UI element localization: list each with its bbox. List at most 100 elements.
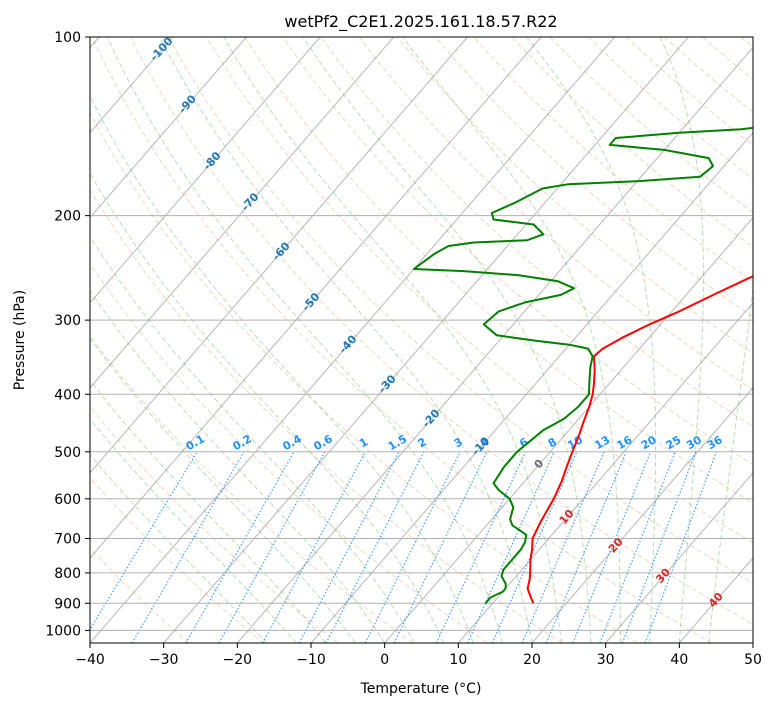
mixing-ratio-label: 25 xyxy=(664,433,684,452)
temperature-profile xyxy=(526,275,753,604)
y-tick-label: 500 xyxy=(54,445,81,461)
moist-adiabat xyxy=(159,37,533,643)
dry-adiabat xyxy=(435,37,753,318)
isotherm-line xyxy=(90,37,542,559)
isotherm-line xyxy=(90,37,468,474)
mixing-ratio-line xyxy=(185,451,295,643)
x-tick-label: 10 xyxy=(449,652,467,668)
x-axis-label: Temperature (°C) xyxy=(360,681,482,697)
y-tick-label: 100 xyxy=(54,30,81,46)
x-tick-label: 20 xyxy=(523,652,541,668)
mixing-ratio-label: 0.4 xyxy=(281,432,305,453)
mixing-ratio-line xyxy=(644,451,718,643)
moist-adiabat xyxy=(90,379,327,643)
moist-adiabat xyxy=(90,454,268,643)
isotherm-line xyxy=(90,37,395,389)
isotherm-line xyxy=(90,37,247,219)
mixing-ratio-line xyxy=(393,451,488,643)
mixing-ratio-label: 3 xyxy=(452,435,465,450)
moist-adiabat xyxy=(90,337,356,643)
dry-adiabat xyxy=(702,37,753,81)
dry-adiabat xyxy=(244,37,753,504)
moist-adiabat xyxy=(659,37,704,643)
isotherm-line xyxy=(90,37,321,304)
dry-adiabat xyxy=(91,37,712,643)
mixing-ratio-line xyxy=(90,451,198,631)
y-tick-label: 900 xyxy=(54,596,81,612)
moist-adiabat xyxy=(90,235,415,643)
x-tick-label: −40 xyxy=(75,652,105,668)
dry-adiabat xyxy=(129,37,753,625)
mixing-ratio-line xyxy=(599,451,676,643)
mixing-ratio-label: 0.2 xyxy=(231,432,254,453)
mixing-ratio-line xyxy=(621,451,697,643)
dry-adiabat xyxy=(206,37,753,544)
mixing-ratio-line xyxy=(364,451,461,643)
mixing-ratio-line xyxy=(545,451,627,643)
y-axis-label: Pressure (hPa) xyxy=(12,290,28,390)
dry-adiabat xyxy=(167,37,753,584)
x-tick-label: −30 xyxy=(149,652,179,668)
moist-adiabat xyxy=(90,172,445,643)
moist-adiabat xyxy=(302,37,592,643)
dry-adiabat xyxy=(90,112,638,643)
mixing-ratio-label: 1 xyxy=(357,435,370,450)
mixing-ratio-label: 30 xyxy=(684,433,704,452)
dry-adiabat xyxy=(511,37,753,248)
isotherm-line xyxy=(531,387,753,643)
y-tick-label: 800 xyxy=(54,566,81,582)
y-tick-label: 1000 xyxy=(45,623,81,639)
y-tick-label: 700 xyxy=(54,532,81,548)
mixing-ratio-label: 13 xyxy=(593,433,613,452)
mixing-ratio-line xyxy=(325,451,425,643)
mixing-ratio-line xyxy=(298,451,400,643)
x-tick-label: 50 xyxy=(744,652,762,668)
moist-adiabat xyxy=(223,37,562,643)
mixing-ratio-line xyxy=(435,451,527,643)
isotherm-line xyxy=(457,301,753,643)
mixing-ratio-line xyxy=(491,451,578,643)
y-tick-label: 200 xyxy=(54,209,81,225)
isotherm-line xyxy=(752,642,753,643)
moist-adiabat xyxy=(90,94,474,643)
dry-adiabat xyxy=(90,476,264,643)
dry-adiabat xyxy=(397,37,753,354)
dry-adiabat xyxy=(320,37,753,428)
chart-title: wetPf2_C2E1.2025.161.18.57.R22 xyxy=(284,12,557,32)
x-tick-label: 30 xyxy=(597,652,615,668)
isotherm-line xyxy=(90,37,616,643)
x-tick-label: −20 xyxy=(223,652,253,668)
mixing-ratio-label: 1.5 xyxy=(386,432,409,453)
y-tick-label: 400 xyxy=(54,387,81,403)
isotherm-line xyxy=(678,557,753,643)
dewpoint-profile xyxy=(412,126,753,604)
dry-adiabat xyxy=(90,406,339,643)
mixing-ratio-label: 36 xyxy=(705,433,725,452)
mixing-ratio-label: 16 xyxy=(615,433,635,452)
moist-adiabat xyxy=(708,284,753,643)
dry-adiabat xyxy=(90,262,488,643)
plot-frame xyxy=(89,36,754,644)
isotherm-line xyxy=(163,37,689,643)
mixing-ratio-label: 0.6 xyxy=(311,432,335,453)
x-tick-label: 40 xyxy=(670,652,688,668)
moist-adiabat xyxy=(90,290,386,643)
moist-adiabat xyxy=(106,37,503,643)
moist-adiabat xyxy=(526,37,657,643)
isotherm-line xyxy=(605,472,753,643)
y-tick-label: 600 xyxy=(54,492,81,508)
x-tick-label: 0 xyxy=(380,652,389,668)
dry-adiabat xyxy=(90,188,563,643)
x-tick-label: −10 xyxy=(296,652,326,668)
mixing-ratio-line xyxy=(262,451,366,643)
isotherm-line xyxy=(384,216,753,643)
isotherm-line xyxy=(310,131,753,643)
dry-adiabat xyxy=(358,37,753,391)
mixing-ratio-line xyxy=(218,451,326,643)
y-tick-label: 300 xyxy=(54,313,81,329)
mixing-ratio-label: 2 xyxy=(416,435,429,450)
moist-adiabat xyxy=(402,37,621,643)
isotherm-line xyxy=(236,46,753,643)
mixing-ratio-line xyxy=(572,451,652,643)
